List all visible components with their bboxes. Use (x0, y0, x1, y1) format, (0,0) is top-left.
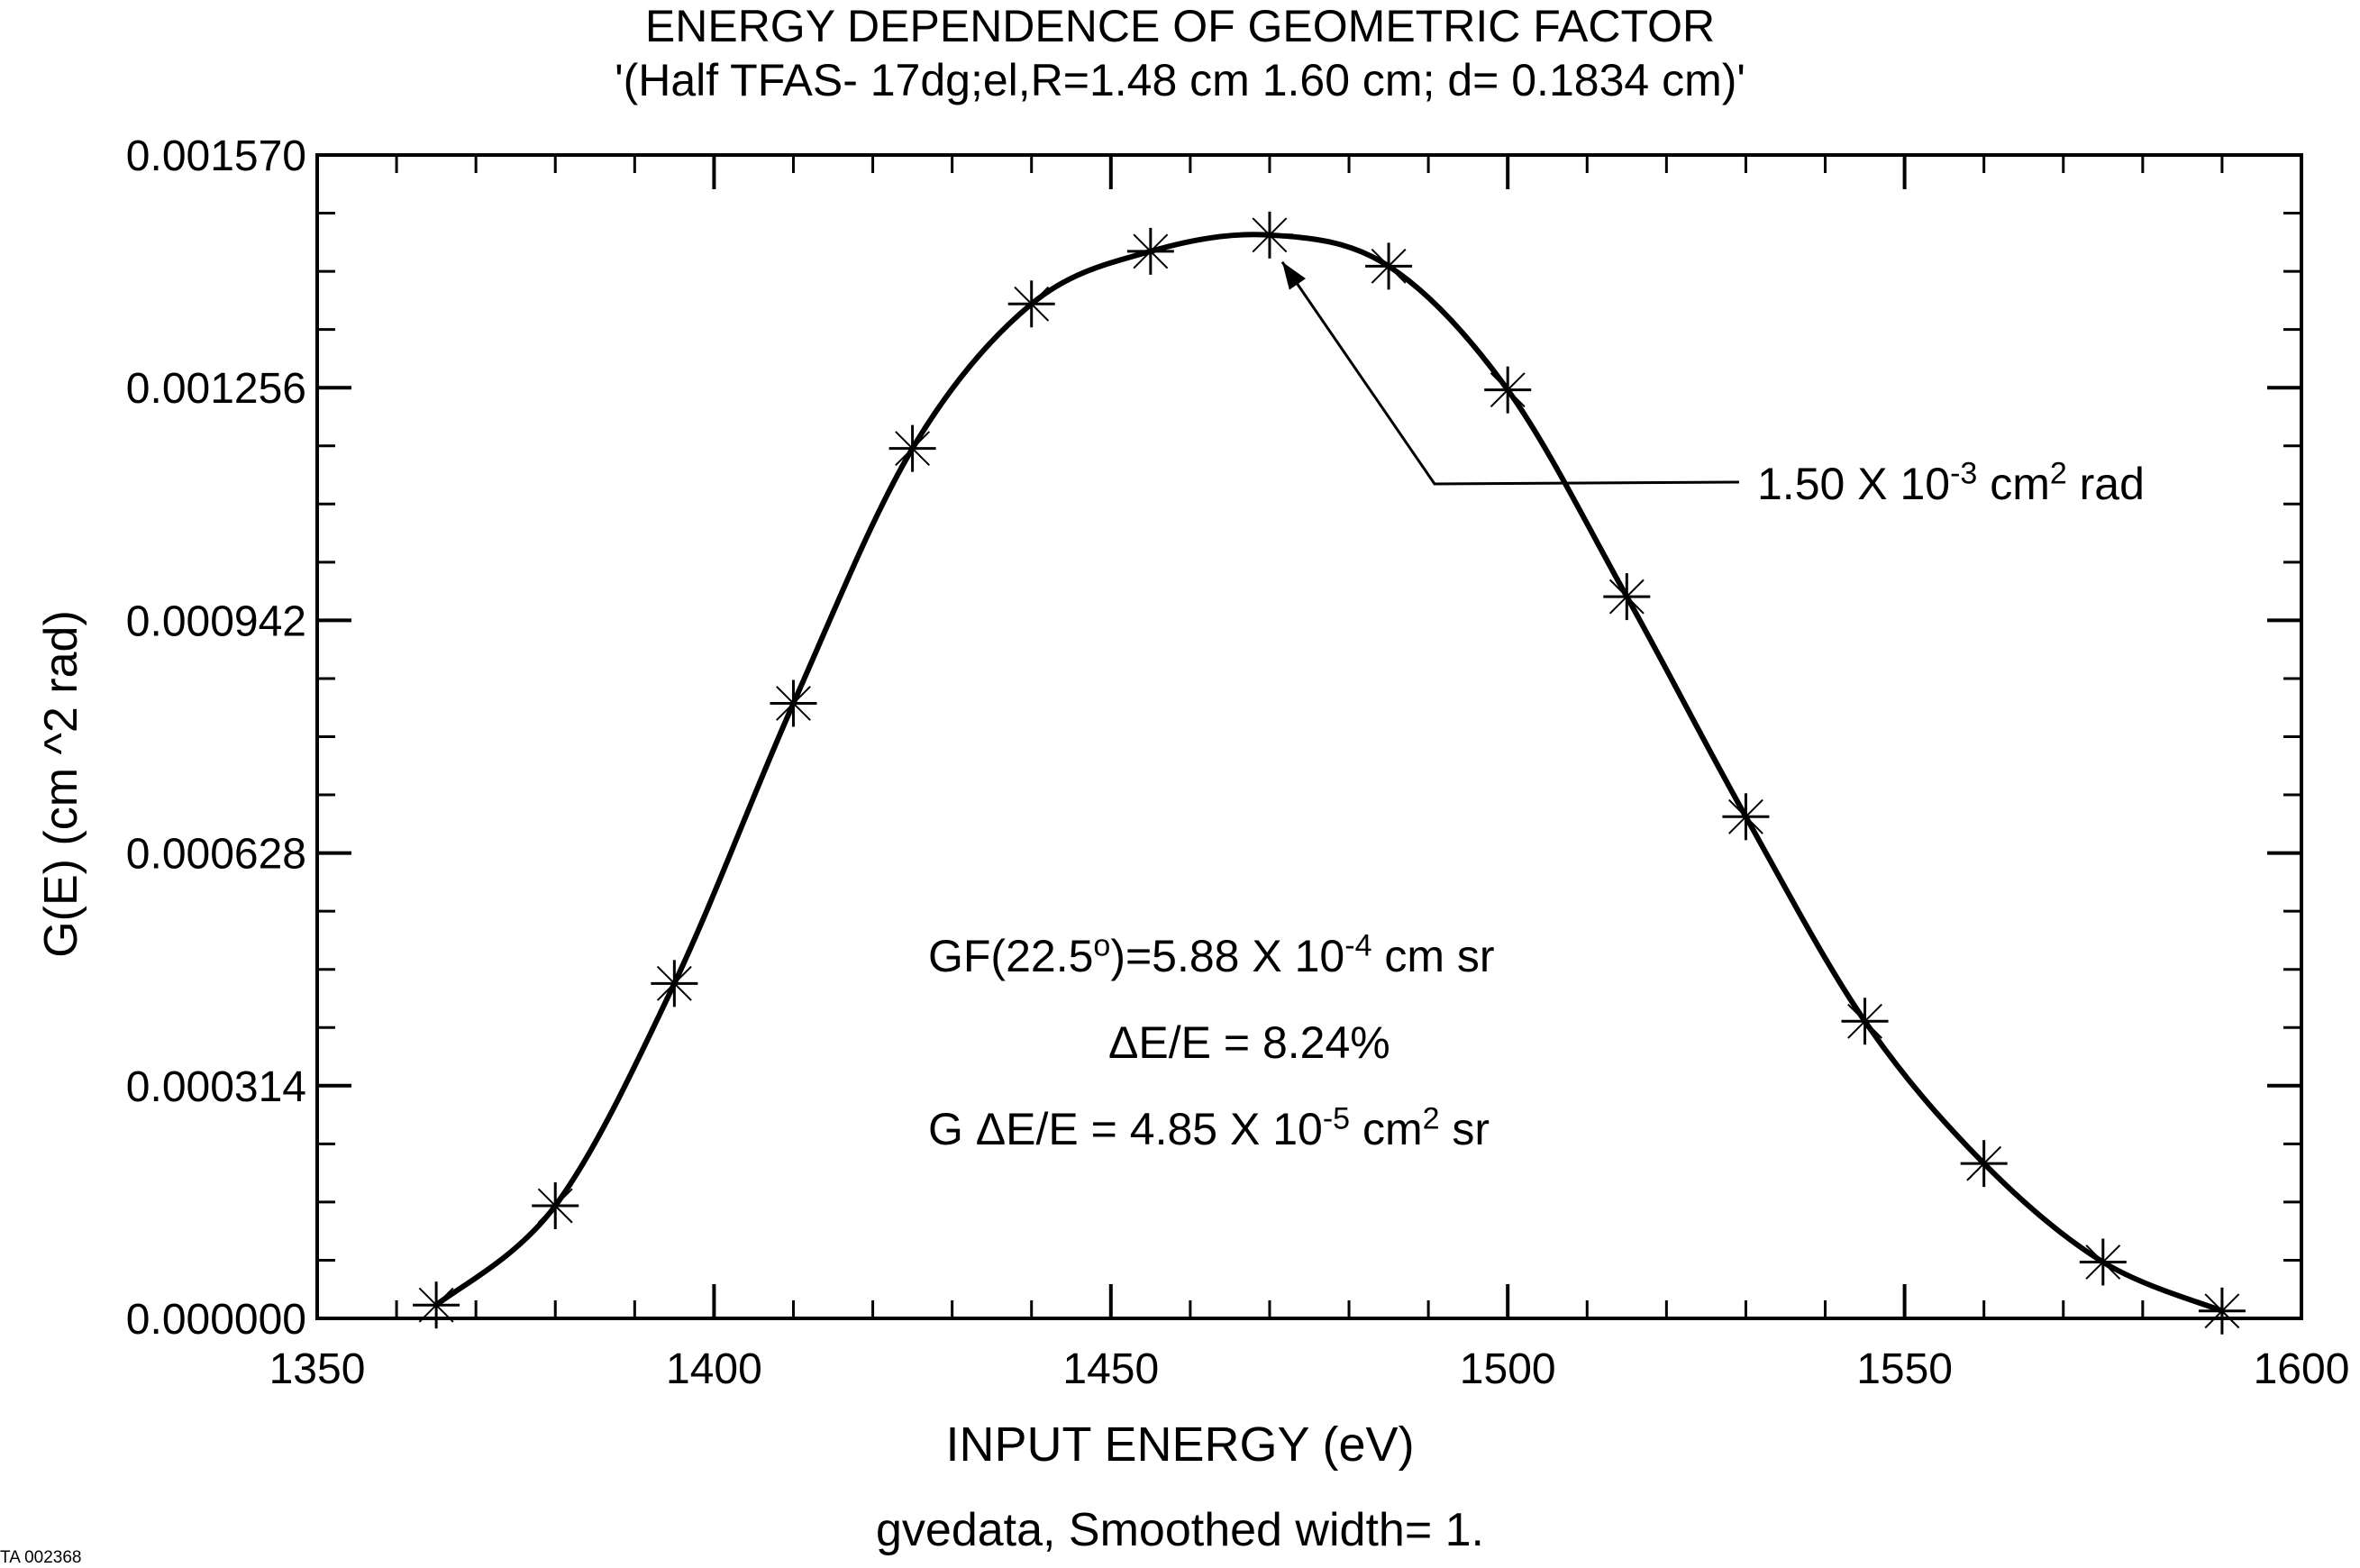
data-point-marker (413, 1281, 460, 1329)
document-id: TA 002368 (0, 1548, 82, 1567)
chart-title: ENERGY DEPENDENCE OF GEOMETRIC FACTOR (644, 1, 1716, 51)
peak-annotation: 1.50 X 10-3 cm2 rad (1757, 456, 2145, 509)
x-tick-label: 1500 (1460, 1345, 1556, 1393)
chart-subtitle: '(Half TFAS- 17dg;el,R=1.48 cm 1.60 cm; … (615, 55, 1745, 105)
x-tick-label: 1600 (2254, 1345, 2350, 1393)
data-point-marker (2079, 1238, 2127, 1286)
y-axis-label: G(E) (cm ^2 rad) (35, 610, 87, 958)
data-point-marker (1841, 998, 1889, 1045)
y-tick-label: 0.001570 (126, 132, 306, 180)
series-markers (413, 211, 2246, 1335)
data-point-marker (1365, 242, 1413, 290)
data-point-marker (1722, 793, 1770, 841)
y-tick-label: 0.001256 (126, 365, 306, 413)
data-point-marker (2198, 1287, 2246, 1335)
data-point-marker (1007, 280, 1055, 328)
data-point-marker (1245, 211, 1293, 259)
x-tick-label: 1450 (1062, 1345, 1159, 1393)
data-point-marker (1484, 366, 1532, 414)
arrow-leader-line (1280, 260, 1740, 486)
y-tick-label: 0.000942 (126, 597, 306, 645)
axis-ticks (315, 153, 2303, 1320)
data-point-marker (1603, 573, 1651, 621)
peak-arrow (1280, 260, 1740, 486)
data-point-marker (1126, 227, 1174, 275)
g-delta-e-annotation: G ΔE/E = 4.85 X 10-5 cm2 sr (928, 1101, 1490, 1154)
data-point-marker (888, 424, 936, 472)
y-tick-label: 0.000628 (126, 831, 306, 879)
energy-resolution-annotation: ΔE/E = 8.24% (1108, 1017, 1390, 1068)
data-point-marker (651, 960, 698, 1007)
arrowhead (1281, 261, 1307, 290)
axis-tick-labels: 0.000000 0.000314 0.000628 0.000942 0.001256… (126, 132, 2350, 1393)
x-tick-label: 1400 (666, 1345, 762, 1393)
data-point-marker (1960, 1140, 2008, 1188)
y-tick-label: 0.000000 (126, 1296, 306, 1344)
x-axis-label: INPUT ENERGY (eV) (945, 1418, 1415, 1472)
data-point-marker (770, 679, 817, 727)
x-tick-label: 1550 (1856, 1345, 1953, 1393)
x-tick-label: 1350 (269, 1345, 366, 1393)
y-tick-label: 0.000314 (126, 1063, 306, 1111)
geometric-factor-annotation: GF(22.5o)=5.88 X 10-4 cm sr (928, 928, 1495, 981)
chart-caption: gvedata, Smoothed width= 1. (875, 1504, 1484, 1556)
data-point-marker (532, 1182, 579, 1230)
series-line-gvedata (434, 232, 2224, 1314)
